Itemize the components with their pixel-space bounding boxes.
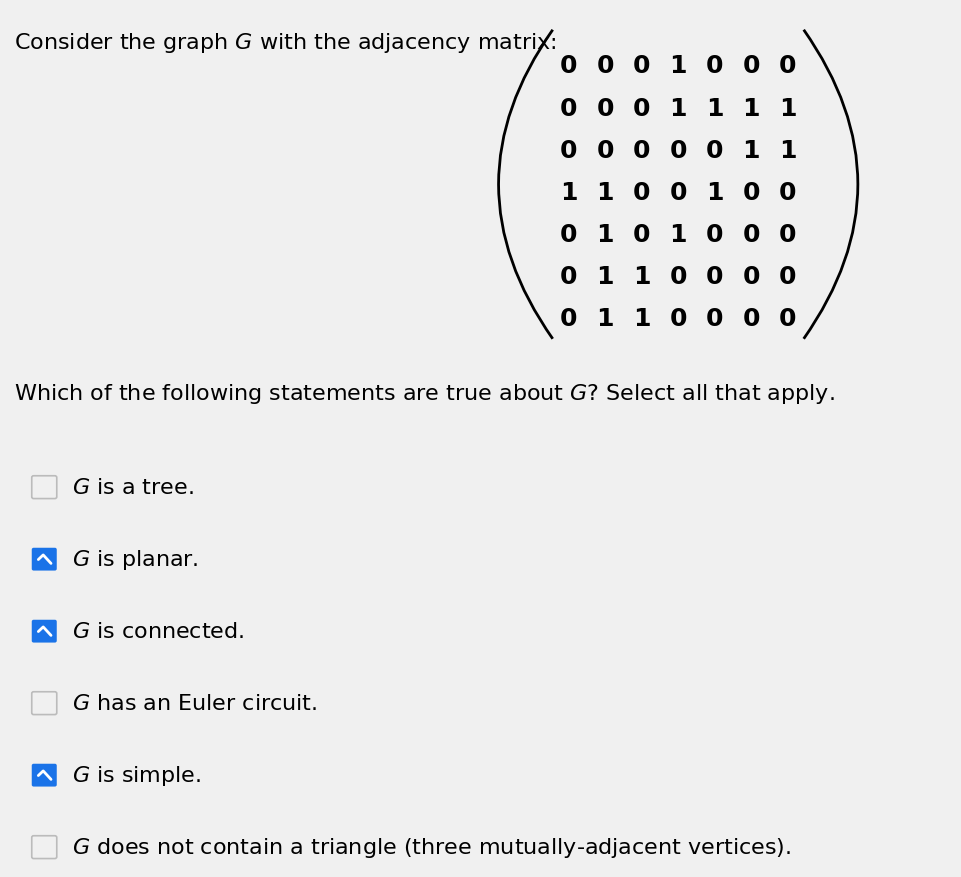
Text: 0: 0 [559, 265, 577, 289]
Text: $\mathit{G}$ is planar.: $\mathit{G}$ is planar. [72, 547, 199, 572]
Text: 0: 0 [669, 139, 686, 162]
FancyBboxPatch shape [32, 764, 57, 787]
Text: $\mathit{G}$ is a tree.: $\mathit{G}$ is a tree. [72, 478, 194, 497]
Text: 1: 1 [596, 307, 613, 331]
Text: 0: 0 [705, 54, 723, 78]
Text: 0: 0 [596, 139, 613, 162]
Text: 1: 1 [596, 265, 613, 289]
FancyBboxPatch shape [32, 620, 57, 643]
Text: 0: 0 [632, 96, 650, 120]
FancyBboxPatch shape [32, 548, 57, 571]
FancyBboxPatch shape [32, 836, 57, 859]
Text: 1: 1 [705, 96, 723, 120]
Text: 0: 0 [596, 54, 613, 78]
Text: 1: 1 [669, 96, 686, 120]
Text: 0: 0 [559, 96, 577, 120]
Text: 0: 0 [778, 223, 796, 246]
Text: 0: 0 [669, 265, 686, 289]
Text: 0: 0 [742, 181, 759, 204]
Text: 0: 0 [742, 54, 759, 78]
Text: 0: 0 [559, 307, 577, 331]
Text: 1: 1 [742, 96, 759, 120]
Text: 1: 1 [705, 181, 723, 204]
Text: 1: 1 [669, 54, 686, 78]
Text: 0: 0 [705, 307, 723, 331]
Text: 0: 0 [632, 181, 650, 204]
Text: $\mathit{G}$ is connected.: $\mathit{G}$ is connected. [72, 622, 244, 641]
Text: 1: 1 [632, 265, 650, 289]
Text: 1: 1 [632, 307, 650, 331]
Text: 1: 1 [742, 139, 759, 162]
Text: 1: 1 [669, 223, 686, 246]
Text: 1: 1 [559, 181, 577, 204]
Text: 0: 0 [742, 265, 759, 289]
Text: 0: 0 [632, 54, 650, 78]
Text: 0: 0 [559, 54, 577, 78]
Text: $\mathit{G}$ is simple.: $\mathit{G}$ is simple. [72, 763, 201, 788]
Text: 0: 0 [742, 307, 759, 331]
Text: 0: 0 [596, 96, 613, 120]
Text: $\mathit{G}$ does not contain a triangle (three mutually-adjacent vertices).: $\mathit{G}$ does not contain a triangle… [72, 835, 791, 859]
Text: 1: 1 [596, 181, 613, 204]
Text: 0: 0 [559, 223, 577, 246]
Text: 1: 1 [596, 223, 613, 246]
Text: 1: 1 [778, 139, 796, 162]
Text: 0: 0 [705, 223, 723, 246]
FancyBboxPatch shape [32, 692, 57, 715]
Text: 0: 0 [778, 265, 796, 289]
Text: 0: 0 [669, 181, 686, 204]
Text: 0: 0 [632, 139, 650, 162]
Text: 0: 0 [705, 265, 723, 289]
Text: 0: 0 [632, 223, 650, 246]
Text: Consider the graph $\mathit{G}$ with the adjacency matrix:: Consider the graph $\mathit{G}$ with the… [14, 31, 556, 54]
Text: 0: 0 [778, 307, 796, 331]
Text: 1: 1 [778, 96, 796, 120]
Text: 0: 0 [559, 139, 577, 162]
Text: $\mathit{G}$ has an Euler circuit.: $\mathit{G}$ has an Euler circuit. [72, 694, 317, 713]
FancyBboxPatch shape [32, 476, 57, 499]
Text: 0: 0 [669, 307, 686, 331]
Text: 0: 0 [778, 181, 796, 204]
Text: 0: 0 [778, 54, 796, 78]
Text: 0: 0 [705, 139, 723, 162]
Text: 0: 0 [742, 223, 759, 246]
Text: Which of the following statements are true about $\mathit{G}$? Select all that a: Which of the following statements are tr… [14, 381, 834, 405]
